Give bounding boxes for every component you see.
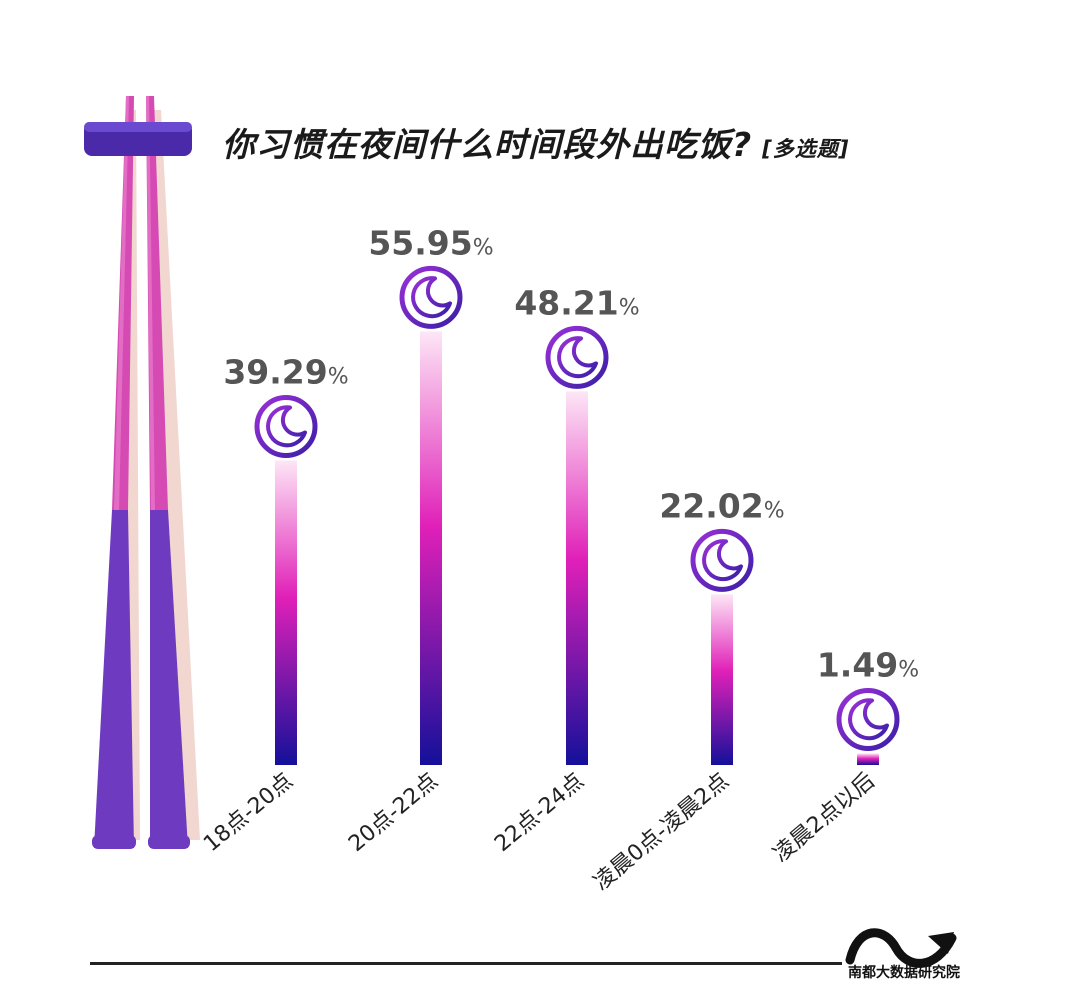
moon-icon — [690, 528, 754, 592]
moon-icon — [836, 687, 900, 751]
value-label: 39.29% — [223, 353, 348, 392]
moon-icon — [545, 325, 609, 389]
brand-logo — [845, 928, 957, 968]
category-label: 凌晨0点-凌晨2点 — [589, 768, 734, 895]
chart-title-text: 你习惯在夜间什么时间段外出吃饭? — [222, 125, 753, 164]
chart-title: 你习惯在夜间什么时间段外出吃饭? [多选题] — [222, 118, 849, 166]
chart-subtitle: [多选题] — [762, 137, 850, 161]
bar — [711, 594, 733, 765]
category-label: 18点-20点 — [199, 768, 298, 857]
moon-icon — [399, 265, 463, 329]
value-label: 55.95% — [368, 223, 493, 262]
bottom-rule — [90, 962, 842, 965]
brand-name: 南都大数据研究院 — [848, 965, 960, 981]
bar — [275, 460, 297, 765]
category-label: 22点-24点 — [490, 768, 589, 857]
bar — [420, 331, 442, 765]
chopsticks-illustration — [84, 96, 200, 849]
bar — [857, 753, 879, 765]
bar — [566, 391, 588, 765]
value-label: 22.02% — [659, 486, 784, 525]
value-label: 1.49% — [817, 645, 919, 684]
value-label: 48.21% — [514, 283, 639, 322]
moon-icon — [254, 395, 318, 459]
category-label: 凌晨2点以后 — [769, 768, 880, 867]
category-label: 20点-22点 — [344, 768, 443, 857]
bars-group: 39.29% 18点-20点 55.95% 20点-22点 48.21% 22点-24点 2… — [199, 223, 919, 895]
